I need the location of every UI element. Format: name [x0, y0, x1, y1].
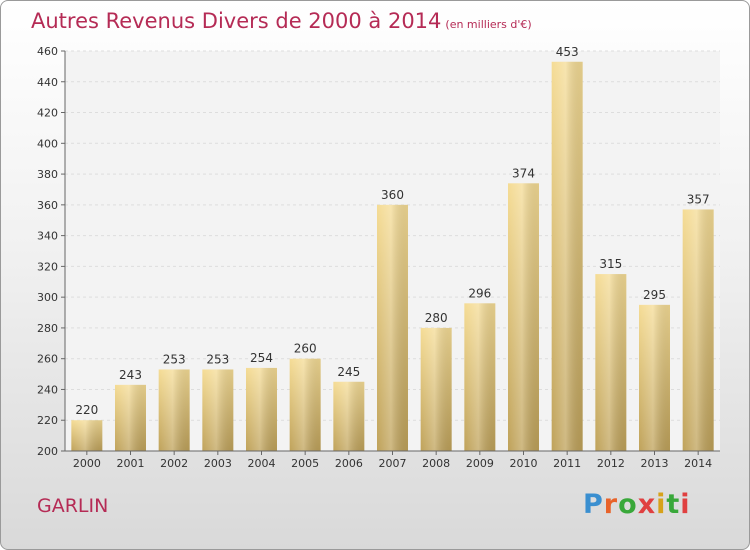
data-label: 253	[206, 352, 229, 366]
y-tick-label: 260	[37, 353, 58, 366]
logo-letter: P	[583, 489, 604, 520]
logo-letter: o	[618, 489, 638, 520]
bar-shine	[333, 381, 365, 451]
data-label: 357	[687, 192, 710, 206]
y-tick-label: 380	[37, 168, 58, 181]
y-tick-label: 360	[37, 199, 58, 212]
logo-letter: i	[680, 489, 691, 520]
y-tick-label: 440	[37, 76, 58, 89]
x-tick-label: 2010	[510, 457, 538, 470]
x-tick-label: 2002	[160, 457, 188, 470]
data-label: 296	[468, 286, 491, 300]
x-tick-label: 2013	[641, 457, 669, 470]
x-tick-label: 2012	[597, 457, 625, 470]
y-tick-label: 320	[37, 260, 58, 273]
chart-title: Autres Revenus Divers de 2000 à 2014 (en …	[31, 9, 532, 33]
y-tick-label: 400	[37, 137, 58, 150]
bar-shine	[464, 303, 496, 451]
bar-shine	[158, 369, 190, 451]
logo-letter: r	[603, 489, 619, 520]
y-tick-label: 420	[37, 107, 58, 120]
bar-shine	[202, 369, 234, 451]
bar-shine	[639, 304, 670, 451]
x-tick-label: 2014	[684, 457, 712, 470]
x-tick-label: 2003	[204, 457, 232, 470]
bar-shine	[289, 358, 321, 451]
data-label: 245	[337, 365, 360, 379]
logo-letter: t	[666, 489, 681, 520]
data-label: 295	[643, 288, 666, 302]
x-tick-label: 2005	[291, 457, 319, 470]
y-tick-label: 460	[37, 45, 58, 58]
x-tick-label: 2000	[73, 457, 101, 470]
bar-shine	[508, 183, 539, 452]
data-label: 220	[75, 403, 98, 417]
y-tick-label: 340	[37, 230, 58, 243]
data-label: 315	[599, 257, 622, 271]
y-tick-label: 200	[37, 445, 58, 458]
bar-shine	[420, 327, 452, 451]
x-tick-label: 2009	[466, 457, 494, 470]
bar-shine	[551, 61, 583, 452]
x-tick-label: 2011	[553, 457, 581, 470]
x-tick-label: 2008	[422, 457, 450, 470]
bar-shine	[246, 367, 277, 451]
bar-shine	[71, 420, 103, 451]
bar-shine	[377, 204, 408, 451]
x-tick-label: 2004	[248, 457, 276, 470]
x-tick-label: 2007	[379, 457, 407, 470]
proxiti-logo: Proxiti	[583, 489, 691, 520]
x-tick-label: 2006	[335, 457, 363, 470]
x-tick-label: 2001	[117, 457, 145, 470]
bar-shine	[595, 274, 627, 451]
data-label: 260	[294, 342, 317, 356]
data-label: 374	[512, 166, 535, 180]
logo-letter: i	[656, 489, 667, 520]
bar-shine	[115, 384, 146, 451]
y-tick-label: 280	[37, 322, 58, 335]
y-tick-label: 300	[37, 291, 58, 304]
logo-letter: x	[637, 489, 657, 520]
y-tick-label: 240	[37, 383, 58, 396]
location-name: GARLIN	[37, 495, 109, 517]
y-tick-label: 220	[37, 414, 58, 427]
data-label: 280	[425, 311, 448, 325]
data-label: 243	[119, 368, 142, 382]
data-label: 453	[556, 45, 579, 59]
data-label: 253	[163, 352, 186, 366]
chart-subtitle: (en milliers d'€)	[445, 18, 532, 31]
bar-shine	[682, 209, 714, 451]
data-label: 360	[381, 188, 404, 202]
data-label: 254	[250, 351, 273, 365]
